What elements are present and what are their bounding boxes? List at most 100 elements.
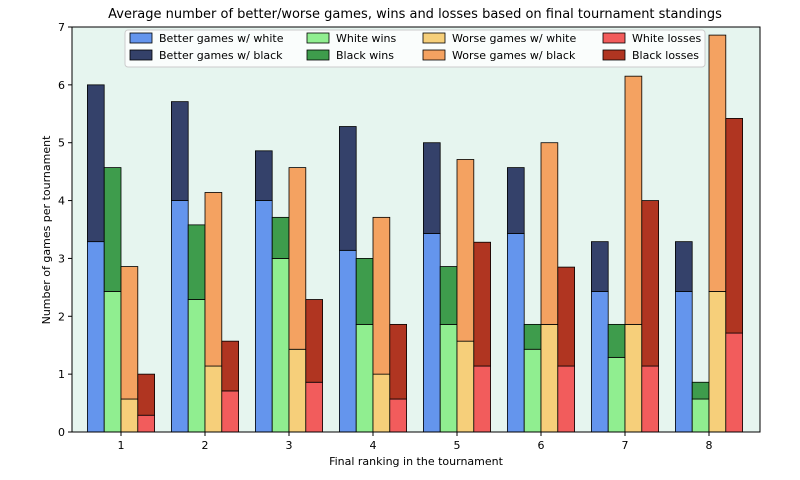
bar — [254, 150, 273, 201]
bar — [120, 398, 139, 433]
axis-ticks: 0 1 2 3 4 5 6 7 1 2 3 4 5 6 7 8 — [58, 21, 713, 452]
bar — [355, 258, 374, 325]
legend-swatch — [306, 49, 330, 61]
x-tick-label: 2 — [202, 439, 209, 452]
legend-swatch — [129, 32, 153, 44]
x-tick-label: 5 — [454, 439, 461, 452]
bar — [187, 224, 206, 300]
bar — [372, 216, 391, 375]
y-axis-label: Number of games per tournament — [40, 135, 53, 324]
x-tick-label: 8 — [706, 439, 713, 452]
legend-label: White losses — [632, 32, 701, 45]
y-tick-label: 0 — [58, 426, 65, 439]
bar — [422, 142, 441, 234]
bar — [540, 323, 559, 433]
bar — [691, 398, 710, 433]
bar — [456, 340, 475, 433]
bar — [288, 348, 307, 433]
x-tick-label: 1 — [118, 439, 125, 452]
y-tick-label: 1 — [58, 368, 65, 381]
bar — [506, 167, 525, 234]
bar — [624, 75, 643, 325]
bar — [103, 291, 122, 433]
y-tick-label: 6 — [58, 79, 65, 92]
bar — [439, 323, 458, 433]
legend: Better games w/ white Better games w/ bla… — [124, 29, 706, 68]
x-axis-label: Final ranking in the tournament — [329, 455, 504, 468]
bar — [187, 299, 206, 433]
bar — [204, 365, 223, 433]
bar — [675, 241, 693, 292]
bar — [557, 365, 575, 433]
bar — [523, 323, 542, 350]
y-tick-label: 3 — [58, 252, 65, 265]
bar — [137, 414, 156, 433]
bar — [422, 233, 441, 433]
chart-title: Average number of better/worse games, wi… — [108, 7, 722, 22]
bar — [338, 249, 357, 433]
plot-frame — [71, 26, 761, 433]
y-tick-label: 7 — [58, 21, 65, 34]
bar — [288, 167, 307, 350]
bar — [557, 266, 575, 367]
bar — [725, 332, 743, 433]
bar — [641, 365, 659, 433]
y-tick-label: 4 — [58, 195, 65, 208]
legend-label: Black losses — [632, 49, 699, 62]
bar — [389, 323, 407, 400]
bar — [725, 118, 743, 334]
legend-label: White wins — [336, 32, 397, 45]
bar — [254, 200, 273, 433]
legend-swatch — [422, 49, 446, 61]
bar — [338, 126, 357, 251]
bar — [305, 299, 323, 383]
bar — [624, 323, 643, 433]
bar — [305, 381, 323, 433]
x-tick-label: 4 — [370, 439, 377, 452]
bar — [607, 323, 626, 358]
y-tick-label: 5 — [58, 137, 65, 150]
legend-label: Worse games w/ black — [452, 49, 576, 62]
legend-label: Black wins — [336, 49, 394, 62]
bar — [170, 200, 189, 433]
bar — [120, 266, 139, 400]
bars — [87, 34, 743, 433]
bar — [591, 291, 609, 433]
bar — [607, 356, 626, 433]
bar — [271, 258, 290, 433]
legend-label: Better games w/ black — [159, 49, 283, 62]
legend-swatch — [602, 32, 626, 44]
bar — [170, 101, 189, 201]
bar — [641, 200, 659, 367]
bar — [456, 159, 475, 342]
bar — [137, 373, 156, 416]
bar — [271, 216, 290, 259]
bar — [221, 340, 240, 392]
legend-swatch — [602, 49, 626, 61]
bar — [591, 241, 609, 292]
bar — [87, 84, 105, 243]
bar — [389, 398, 407, 433]
legend-label: Worse games w/ white — [452, 32, 576, 45]
x-tick-label: 7 — [622, 439, 629, 452]
y-tick-label: 2 — [58, 310, 65, 323]
legend-swatch — [422, 32, 446, 44]
bar — [675, 291, 693, 433]
bar — [708, 34, 727, 292]
bar — [506, 233, 525, 433]
bar — [103, 167, 122, 292]
legend-swatch — [306, 32, 330, 44]
bar — [372, 373, 391, 433]
legend-label: Better games w/ white — [159, 32, 284, 45]
bar — [708, 291, 727, 433]
bar — [355, 323, 374, 433]
bar — [540, 142, 559, 325]
legend-swatch — [129, 49, 153, 61]
bar — [204, 192, 223, 367]
legend-box — [124, 29, 706, 68]
bar — [523, 348, 542, 433]
bar — [439, 266, 458, 325]
bar — [473, 365, 491, 433]
